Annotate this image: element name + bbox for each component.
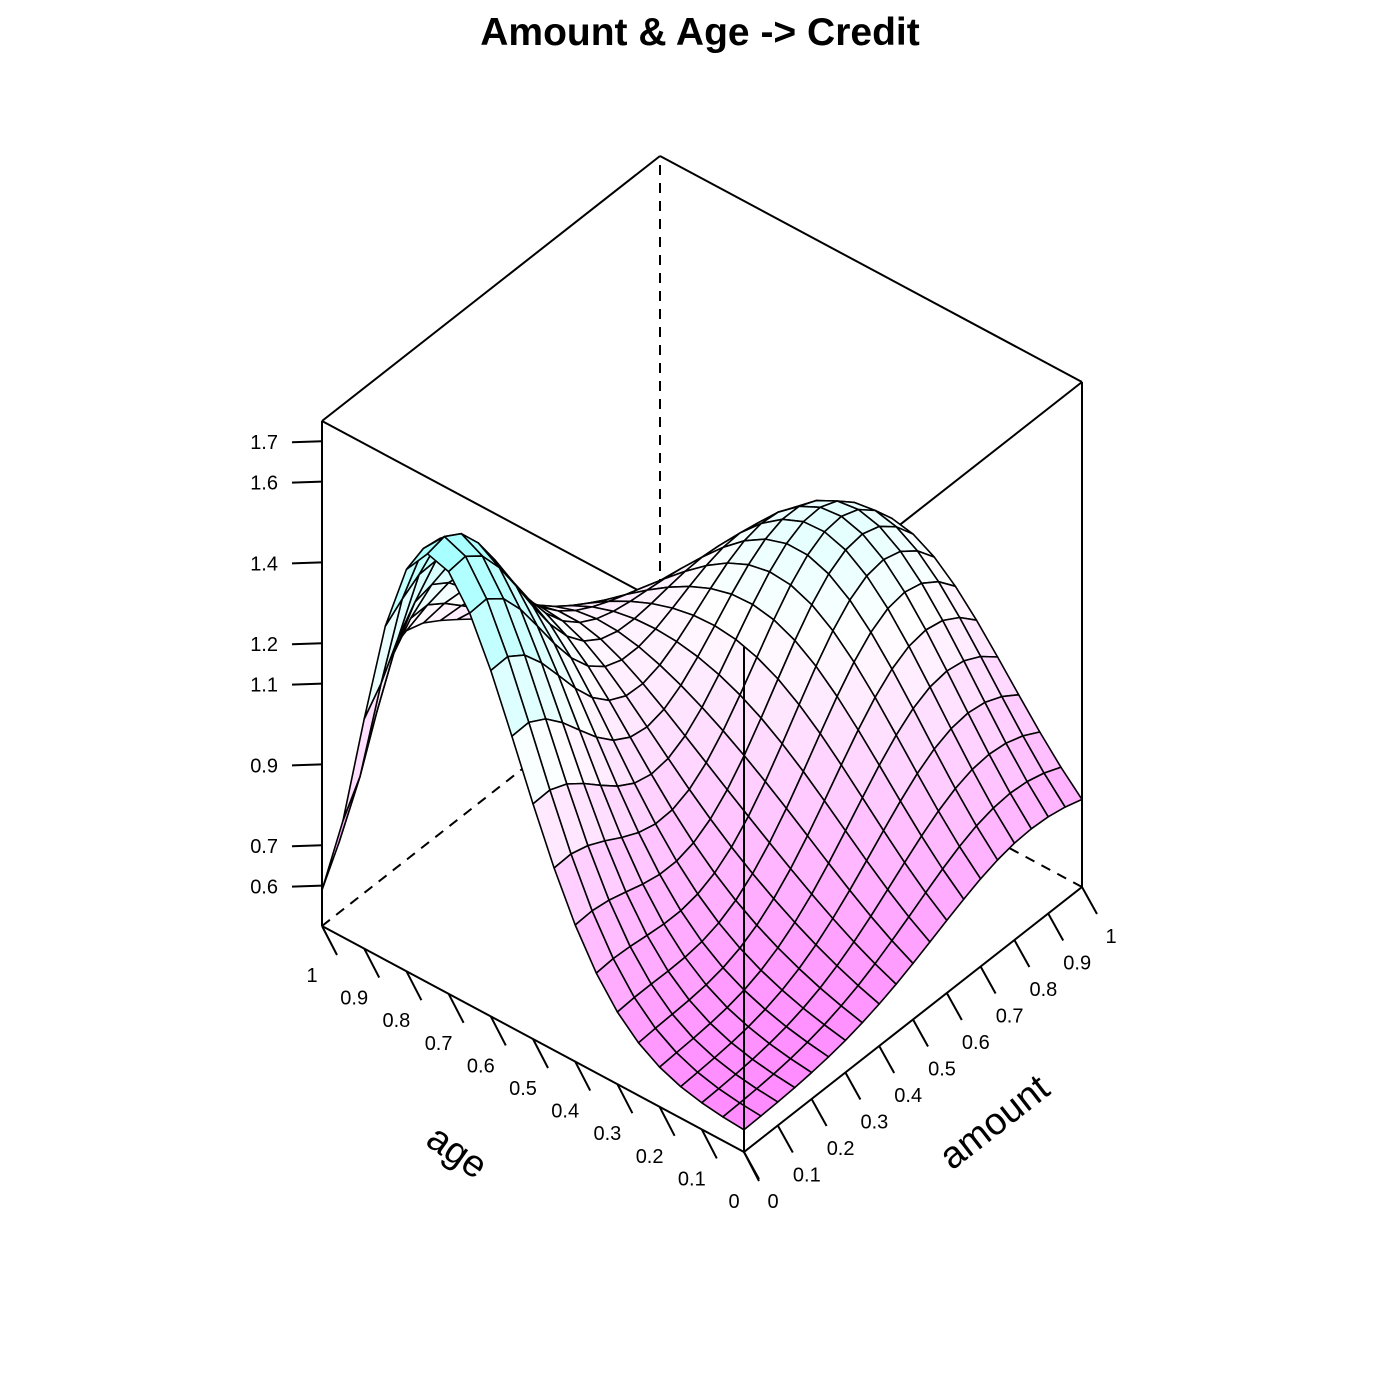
z-tick-label: 0.9 [250,755,278,777]
amount-tick [844,1072,862,1100]
amount-tick [979,966,997,994]
amount-tick-label: 1 [1105,926,1116,948]
top-edge [321,155,661,422]
amount-tick-label: 0.3 [860,1112,888,1134]
age-tick-label: 1 [306,965,317,987]
amount-tick-label: 0.1 [793,1165,821,1187]
age-tick-label: 0.4 [551,1101,579,1123]
z-tick-label: 0.7 [250,836,278,858]
z-tick-label: 0.6 [250,877,278,899]
age-tick-label: 0.5 [509,1078,537,1100]
age-tick-label: 0.7 [425,1033,453,1055]
age-tick [447,993,465,1024]
z-tick-label: 1.6 [250,473,278,495]
amount-tick-label: 0 [767,1191,778,1213]
surface-facet [342,682,382,822]
age-tick [321,925,338,956]
age-axis-title: age [419,1117,495,1188]
amount-tick [1013,939,1031,968]
age-tick [532,1038,549,1069]
amount-tick-label: 0.6 [962,1032,990,1054]
amount-tick [878,1045,896,1074]
age-axis: 0 0.1 0.2 0.3 0.4 0.5 0.6 0.7 0.8 0.9 1 [306,925,760,1213]
z-tick-label: 1.2 [250,634,278,656]
z-tick [291,682,323,686]
age-tick [405,970,423,1001]
z-tick [291,480,323,484]
z-tick-label: 1.7 [250,432,278,454]
amount-tick-label: 0.7 [996,1006,1024,1028]
surface-facet [321,775,361,891]
z-tick [291,440,323,444]
z-tick-label: 1.1 [250,675,278,697]
amount-tick-label: 0.4 [894,1085,922,1107]
amount-axis: 0 0.1 0.20.3 0.4 0.5 0.6 0.70.8 0.9 1 [743,886,1117,1213]
age-tick [700,1128,718,1159]
z-tick [291,642,323,646]
age-tick [574,1061,592,1092]
age-tick-label: 0.1 [678,1168,706,1190]
amount-tick [810,1098,828,1127]
amount-tick [743,1151,760,1180]
z-tick [291,561,323,565]
age-tick [363,948,381,979]
z-tick-label: 1.4 [250,553,278,575]
amount-tick [1081,886,1098,915]
amount-tick-label: 0.9 [1063,953,1091,975]
z-tick [291,763,323,767]
amount-tick [945,992,963,1021]
amount-tick [912,1019,929,1047]
amount-axis-title: amount [932,1067,1058,1178]
age-tick [489,1015,507,1046]
age-tick [616,1083,634,1114]
age-tick-label: 0.3 [593,1123,621,1145]
amount-tick-label: 0.8 [1029,979,1057,1001]
top-edge [659,155,1083,383]
amount-tick [1047,913,1065,941]
age-tick-label: 0.8 [382,1010,410,1032]
age-tick-label: 0.6 [467,1055,495,1077]
surface-facet [363,598,404,720]
age-tick-label: 0.9 [340,988,368,1010]
amount-tick-label: 0.2 [827,1138,855,1160]
amount-tick [776,1125,794,1153]
z-tick [291,884,323,888]
age-tick [658,1106,676,1137]
age-tick-label: 0.2 [636,1146,664,1168]
amount-tick-label: 0.5 [928,1059,956,1081]
age-tick-label: 0 [728,1191,739,1213]
surface-mesh [321,499,1083,1131]
chart-title: Amount & Age -> Credit [480,11,919,54]
z-tick [291,844,323,848]
z-axis: 0.6 0.7 0.9 1.1 1.2 1.4 1.6 1.7 [250,432,323,899]
surface-facet [722,1102,762,1131]
